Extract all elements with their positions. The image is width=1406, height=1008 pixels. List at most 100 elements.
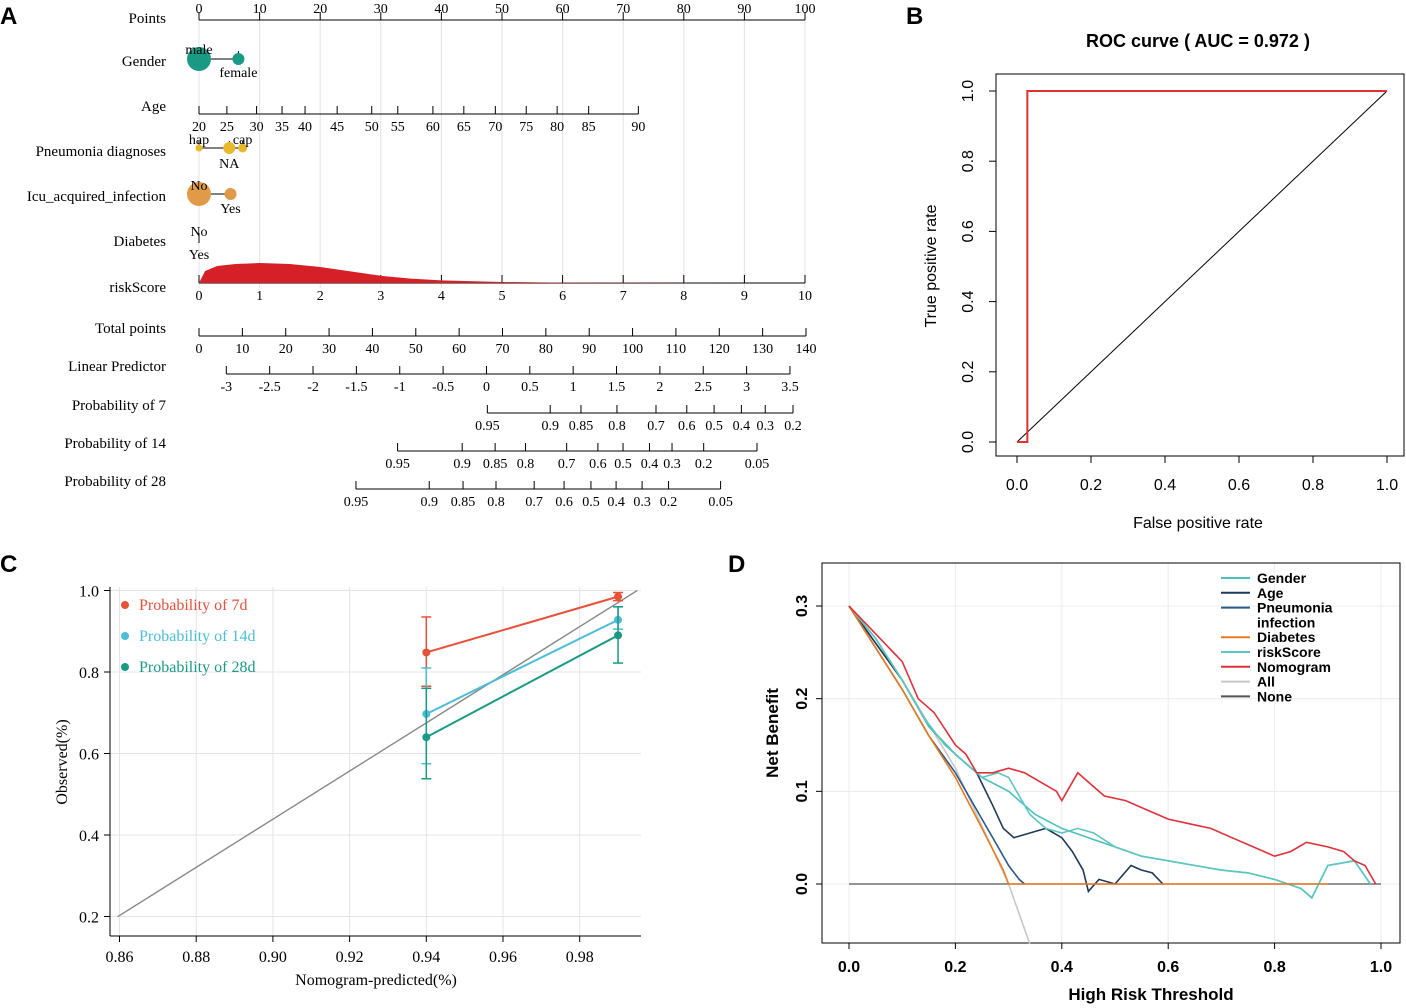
calibration-panel: 0.86 0.88 0.90 0.92 0.94 0.96 0.98 0.2 0.4 0.6 0.8… bbox=[54, 584, 641, 989]
nomogram-row-label: Total points bbox=[95, 321, 166, 337]
roc-x-tick-label: 0.2 bbox=[1080, 477, 1102, 494]
nomogram-tick-label: 30 bbox=[374, 2, 388, 17]
dca-x-tick-label: 0.6 bbox=[1157, 959, 1179, 976]
nomogram-row-label: Probability of 28 bbox=[64, 474, 166, 490]
nomogram-tick-label: 6 bbox=[559, 289, 566, 304]
nomogram-tick-label: 75 bbox=[519, 120, 533, 135]
calibration-legend-label: Probability of 7d bbox=[139, 597, 247, 614]
calibration-x-tick-label: 0.96 bbox=[489, 949, 517, 966]
nomogram-tick-label: 70 bbox=[496, 342, 510, 357]
nomogram-tick-label: 90 bbox=[582, 342, 596, 357]
nomogram-tick-label: -1.5 bbox=[345, 380, 367, 395]
calibration-point bbox=[422, 733, 431, 742]
roc-y-tick-label: 1.0 bbox=[960, 80, 977, 102]
nomogram-tick-label: 3 bbox=[743, 380, 750, 395]
nomogram-tick-label: -0.5 bbox=[432, 380, 454, 395]
nomogram-tick-label: 130 bbox=[752, 342, 773, 357]
nomogram-tick-label: 9 bbox=[741, 289, 748, 304]
nomogram-tick-label: 25 bbox=[220, 120, 234, 135]
calibration-y-tick-label: 0.8 bbox=[79, 665, 99, 682]
nomogram-tick-label: 0.85 bbox=[483, 457, 508, 472]
nomogram-tick-label: 1 bbox=[256, 289, 263, 304]
nomogram-tick-label: 3.5 bbox=[781, 380, 799, 395]
roc-panel: ROC curve ( AUC = 0.972 ) 0.0 0.2 0.4 0.6 0.8… bbox=[923, 31, 1405, 532]
nomogram-row-label: Age bbox=[141, 99, 166, 115]
dca-curve-age bbox=[848, 605, 1164, 894]
nomogram-tick-label: 45 bbox=[330, 120, 344, 135]
pneumonia-hap-bubble bbox=[195, 144, 203, 152]
nomogram-tick-label: 0.9 bbox=[420, 495, 438, 510]
roc-title: ROC curve ( AUC = 0.972 ) bbox=[1086, 31, 1310, 51]
nomogram-tick-label: 110 bbox=[666, 342, 686, 357]
nomogram-tick-label: -2.5 bbox=[259, 380, 281, 395]
nomogram-tick-label: 0.4 bbox=[607, 495, 625, 510]
nomogram-tick-label: 80 bbox=[550, 120, 564, 135]
nomogram-tick-label: 30 bbox=[322, 342, 336, 357]
nomogram-tick-label: 20 bbox=[279, 342, 293, 357]
nomogram-tick-label: 50 bbox=[495, 2, 509, 17]
nomogram-tick-label: 0.9 bbox=[453, 457, 471, 472]
panel-letter-a: A bbox=[0, 3, 17, 30]
dca-x-tick-label: 1.0 bbox=[1370, 959, 1392, 976]
nomogram-tick-label: 70 bbox=[488, 120, 502, 135]
decision-curve-panel: 0.0 0.2 0.4 0.6 0.8 1.0 0.0 0.1 0.2 0.3 High Risk … bbox=[763, 562, 1401, 1004]
calibration-point bbox=[614, 631, 623, 640]
calibration-legend-marker bbox=[121, 632, 129, 640]
nomogram-tick-label: 0 bbox=[196, 342, 203, 357]
nomogram-tick-label: 1 bbox=[570, 380, 577, 395]
nomogram-tick-label: 10 bbox=[235, 342, 249, 357]
dca-legend-label: riskScore bbox=[1257, 644, 1321, 660]
nomogram-tick-label: 0.6 bbox=[555, 495, 573, 510]
nomogram-tick-label: -2 bbox=[307, 380, 319, 395]
nomogram-tick-label: 0.5 bbox=[614, 457, 632, 472]
nomogram-tick-label: 0.2 bbox=[695, 457, 713, 472]
nomogram-row-label: Pneumonia diagnoses bbox=[36, 144, 167, 160]
roc-x-axis-label: False positive rate bbox=[1133, 515, 1263, 532]
roc-x-tick-label: 1.0 bbox=[1376, 477, 1398, 494]
nomogram-tick-label: 35 bbox=[275, 120, 289, 135]
nomogram-tick-label: 60 bbox=[426, 120, 440, 135]
roc-y-tick-label: 0.4 bbox=[960, 290, 977, 312]
gender-male-bubble bbox=[187, 47, 211, 71]
nomogram-tick-label: 0.9 bbox=[541, 419, 559, 434]
nomogram-tick-label: 0.6 bbox=[678, 419, 696, 434]
roc-curve bbox=[1017, 90, 1387, 443]
nomogram-tick-label: 65 bbox=[457, 120, 471, 135]
nomogram-tick-label: 2 bbox=[656, 380, 663, 395]
calibration-x-axis-label: Nomogram-predicted(%) bbox=[295, 972, 457, 989]
nomogram-tick-label: 20 bbox=[192, 120, 206, 135]
nomogram-tick-label: 0.6 bbox=[589, 457, 607, 472]
roc-plot-frame bbox=[995, 73, 1405, 457]
nomogram-tick-label: 100 bbox=[795, 2, 816, 17]
nomogram-tick-label: 8 bbox=[680, 289, 687, 304]
nomogram-row-label: Linear Predictor bbox=[68, 359, 166, 375]
dca-legend-label: None bbox=[1257, 688, 1292, 704]
pneumonia-level-label: cap bbox=[233, 133, 252, 148]
pneumonia-level-label: NA bbox=[219, 157, 240, 172]
icu-yes-bubble bbox=[224, 188, 237, 200]
dca-x-tick-label: 0.0 bbox=[838, 959, 860, 976]
nomogram-tick-label: 55 bbox=[391, 120, 405, 135]
nomogram-tick-label: 0.4 bbox=[641, 457, 659, 472]
nomogram-tick-label: 0.5 bbox=[582, 495, 600, 510]
nomogram-tick-label: 2 bbox=[317, 289, 324, 304]
nomogram-tick-label: 10 bbox=[253, 2, 267, 17]
calibration-point bbox=[614, 592, 623, 601]
dca-legend-label: infection bbox=[1257, 614, 1315, 630]
nomogram-row-label: Points bbox=[128, 11, 166, 27]
nomogram-row-label: riskScore bbox=[109, 280, 166, 296]
nomogram-tick-label: 0.7 bbox=[647, 419, 665, 434]
dca-x-axis-label: High Risk Threshold bbox=[1068, 985, 1233, 1004]
nomogram-tick-label: 0.85 bbox=[451, 495, 476, 510]
dca-curve-diabetes bbox=[848, 605, 1328, 885]
roc-y-tick-label: 0.0 bbox=[960, 431, 977, 453]
nomogram-tick-label: 70 bbox=[616, 2, 630, 17]
nomogram-tick-label: 50 bbox=[409, 342, 423, 357]
nomogram-tick-label: 80 bbox=[677, 2, 691, 17]
roc-diagonal bbox=[1016, 90, 1388, 443]
nomogram-tick-label: 0.4 bbox=[733, 419, 751, 434]
nomogram-tick-label: 50 bbox=[365, 120, 379, 135]
nomogram-tick-label: 7 bbox=[620, 289, 627, 304]
gender-level-label: female bbox=[219, 66, 257, 81]
